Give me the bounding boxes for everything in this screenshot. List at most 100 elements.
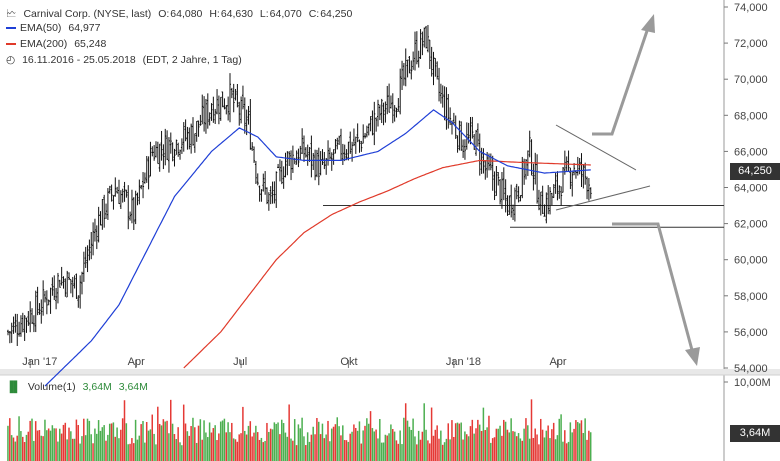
volume-bar [10, 435, 13, 461]
volume-bar [201, 439, 203, 461]
close-value: 64,250 [320, 8, 353, 20]
trend-line-lower [555, 185, 651, 211]
volume-bar [7, 425, 9, 461]
volume-bar [478, 424, 481, 461]
volume-bar [552, 422, 555, 461]
volume-bar [301, 417, 303, 461]
ema200-swatch [6, 43, 16, 46]
volume-bar [121, 418, 124, 461]
volume-bar [525, 418, 527, 461]
volume-bar [231, 422, 233, 461]
volume-bar [395, 440, 398, 461]
x-tick-label: Jul [233, 356, 247, 368]
volume-bar [57, 441, 59, 461]
volume-bar [471, 419, 474, 461]
volume-bar [207, 437, 209, 461]
volume-bar [96, 433, 98, 461]
volume-bar [131, 438, 133, 461]
volume-bar [379, 418, 381, 461]
volume-bar [23, 442, 26, 461]
arrow-down-line [612, 222, 694, 351]
volume-bar [234, 439, 237, 461]
volume-bar [118, 438, 120, 461]
volume-bar [236, 441, 239, 461]
volume-bar [334, 424, 337, 461]
volume-bar [288, 404, 290, 461]
volume-bar [90, 434, 92, 461]
volume-bar [421, 431, 424, 461]
volume-bar [194, 427, 196, 461]
volume-bar [589, 432, 592, 461]
volume-bar [68, 427, 70, 461]
volume-bar [107, 434, 109, 461]
volume-bar [38, 430, 41, 461]
volume-bar [369, 411, 372, 461]
volume-bar [549, 438, 551, 461]
volume-bar [345, 440, 348, 461]
volume-bar [129, 443, 131, 461]
y-tick-label: 72,000 [734, 38, 768, 50]
volume-bar [59, 428, 61, 461]
y-tick-label: 74,000 [734, 2, 768, 14]
volume-bar [232, 438, 235, 461]
volume-bar [25, 434, 28, 461]
volume-bar [247, 425, 250, 461]
ema200-value: 65,248 [74, 38, 107, 50]
volume-bar [399, 430, 401, 461]
volume-bar [70, 431, 72, 461]
instrument-name: Carnival Corp. (NYSE, last) [23, 8, 152, 20]
volume-bar [386, 435, 388, 461]
volume-bar [84, 435, 87, 461]
volume-bar [297, 424, 300, 461]
volume-bar [260, 437, 263, 461]
volume-bar [464, 431, 466, 461]
volume-bar [75, 419, 78, 461]
volume-bar [534, 428, 536, 461]
volume-bar [336, 417, 338, 461]
ema50-label: EMA(50) [20, 22, 62, 34]
volume-bar [371, 428, 374, 461]
volume-bar [86, 418, 89, 461]
volume-bar [203, 420, 205, 461]
volume-bar [423, 403, 425, 461]
volume-bar [136, 439, 139, 461]
volume-bar [382, 442, 385, 461]
volume-bar [578, 423, 581, 461]
volume-bar [175, 439, 178, 461]
volume-bar [453, 436, 455, 461]
volume-bar [362, 430, 364, 461]
volume-bar [162, 419, 165, 461]
ema50-legend: EMA(50) 64,977 [6, 22, 104, 34]
volume-bar [81, 436, 83, 461]
volume-bar [404, 403, 407, 461]
volume-bar [212, 428, 215, 461]
volume-bar [580, 420, 583, 461]
volume-bar [412, 418, 414, 461]
y-tick-label: 66,000 [734, 146, 768, 158]
volume-bar [147, 430, 150, 461]
x-tick-label: Jan '18 [446, 356, 481, 368]
volume-bar [205, 432, 207, 461]
volume-bar [88, 420, 91, 461]
volume-bar [438, 438, 440, 461]
volume-bar [358, 421, 361, 461]
volume-bar [367, 423, 370, 461]
volume-value-2: 3,64M [118, 381, 148, 393]
volume-bar [308, 441, 311, 461]
y-tick-label: 68,000 [734, 110, 768, 122]
volume-bar [332, 426, 335, 461]
volume-bar [486, 427, 488, 461]
volume-bar [530, 399, 533, 461]
volume-bar [99, 430, 102, 461]
range-detail: (EDT, 2 Jahre, 1 Tag) [142, 54, 242, 66]
volume-bar [292, 440, 294, 461]
volume-bar [432, 435, 435, 461]
volume-bar [277, 422, 279, 461]
volume-bar [255, 425, 257, 461]
ema50-swatch [6, 27, 16, 30]
volume-bar [497, 428, 499, 461]
trend-lines [555, 124, 651, 211]
volume-bar [347, 441, 350, 461]
